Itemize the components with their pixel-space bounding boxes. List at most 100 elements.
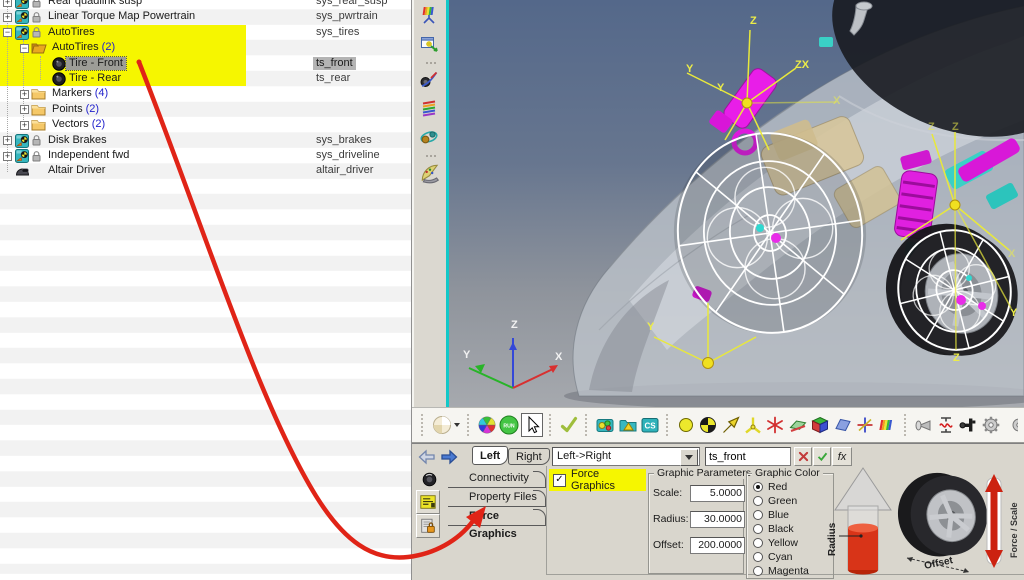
param-input-offset[interactable]: 200.0000 xyxy=(690,537,745,554)
color-option-cyan[interactable]: Cyan xyxy=(753,550,793,564)
expand-icon[interactable]: + xyxy=(3,11,12,22)
gear-icon[interactable] xyxy=(980,413,1000,437)
entity-name-input[interactable] xyxy=(705,447,791,466)
next-entity-button[interactable] xyxy=(439,447,459,467)
tree-item-label[interactable]: AutoTires xyxy=(48,25,95,38)
axis-cross-icon[interactable] xyxy=(855,413,875,437)
variable-name[interactable]: ts_front xyxy=(313,56,356,70)
radio-button[interactable] xyxy=(753,524,763,534)
triad-marker-icon[interactable] xyxy=(743,413,763,437)
spring-damper-icon[interactable] xyxy=(936,413,956,437)
tree-item-label[interactable]: Rear quadlink susp xyxy=(48,0,143,7)
radio-button[interactable] xyxy=(753,566,763,576)
rgb-cube-icon[interactable] xyxy=(810,413,830,437)
tree-row-linear-torque-map-powertrain[interactable]: + Linear Torque Map Powertrain sys_pwrtrai… xyxy=(0,9,411,25)
panel-tab-force-graphics[interactable]: Force Graphics xyxy=(448,507,546,540)
contour-flag-icon[interactable] xyxy=(877,413,897,437)
trace-spheres-icon[interactable] xyxy=(419,127,443,151)
tire-plot-icon[interactable] xyxy=(419,69,443,93)
mass-ball-icon[interactable] xyxy=(698,413,718,437)
expand-icon[interactable]: + xyxy=(3,0,12,7)
panel-tab-connectivity[interactable]: Connectivity xyxy=(448,469,546,488)
model-browser-tree[interactable]: + Rear quadlink susp sys_rear_susp + Linear … xyxy=(0,0,412,580)
expand-icon[interactable]: + xyxy=(20,88,29,99)
color-option-magenta[interactable]: Magenta xyxy=(753,564,809,578)
expand-icon[interactable]: + xyxy=(3,135,12,146)
color-option-red[interactable]: Red xyxy=(753,480,787,494)
cs-badge-icon[interactable]: CS xyxy=(640,413,660,437)
side-toggle-right[interactable]: Right xyxy=(508,448,550,465)
window-capture-icon[interactable] xyxy=(419,34,443,58)
variable-name[interactable]: altair_driver xyxy=(316,164,374,177)
collapse-icon[interactable]: − xyxy=(3,27,12,38)
3d-viewport[interactable]: Z Y Y ZX X Z Z X Y Z Y Z Y X xyxy=(449,0,1024,407)
tree-item-label[interactable]: Points (2) xyxy=(52,102,100,115)
tree-item-label[interactable]: Tire - Front xyxy=(65,55,127,71)
tree-row-vectors[interactable]: + Vectors (2) xyxy=(0,117,411,132)
prev-entity-button[interactable] xyxy=(417,447,437,467)
color-option-black[interactable]: Black xyxy=(753,522,794,536)
point-circle-icon[interactable] xyxy=(676,413,696,437)
expression-builder-button[interactable]: fx xyxy=(832,447,852,466)
property-file-icon[interactable] xyxy=(416,490,440,514)
color-wheel-icon[interactable] xyxy=(476,413,496,437)
folder-warning-icon[interactable] xyxy=(617,413,637,437)
variable-name[interactable]: sys_pwrtrain xyxy=(316,10,378,23)
radio-button[interactable] xyxy=(753,538,763,548)
gear-partial-icon[interactable] xyxy=(1003,413,1023,437)
surface-plane-icon[interactable] xyxy=(832,413,852,437)
tree-row-autotires[interactable]: − AutoTires (2) xyxy=(0,40,411,55)
tree-item-label[interactable]: Tire - Rear xyxy=(69,72,122,84)
variable-name[interactable]: sys_tires xyxy=(316,25,360,38)
param-input-scale[interactable]: 5.0000 xyxy=(690,485,745,502)
tree-item-label[interactable]: Disk Brakes xyxy=(48,133,107,146)
joint-coupler-icon[interactable] xyxy=(958,413,978,437)
tree-item-label[interactable]: Linear Torque Map Powertrain xyxy=(48,10,196,23)
tree-row-rear-quadlink-susp[interactable]: + Rear quadlink susp sys_rear_susp xyxy=(0,0,411,9)
view-sphere-dropdown-icon[interactable] xyxy=(431,413,461,437)
radio-button[interactable] xyxy=(753,482,763,492)
tree-row-autotires[interactable]: − AutoTires sys_tires xyxy=(0,25,411,40)
variable-name[interactable]: sys_brakes xyxy=(316,133,372,146)
vector-arrow-icon[interactable] xyxy=(721,413,741,437)
tree-item-label[interactable]: Markers (4) xyxy=(52,87,109,100)
import-spheres-icon[interactable] xyxy=(595,413,615,437)
tree-row-disk-brakes[interactable]: + Disk Brakes sys_brakes xyxy=(0,133,411,148)
radio-button[interactable] xyxy=(753,496,763,506)
symmetry-mode-dropdown[interactable]: Left->Right xyxy=(552,447,700,466)
tree-row-independent-fwd[interactable]: + Independent fwd sys_driveline xyxy=(0,148,411,163)
sector-slice-icon[interactable] xyxy=(419,162,443,186)
run-button-icon[interactable]: RUN xyxy=(499,413,519,437)
checkbox[interactable]: ✓ xyxy=(553,473,566,487)
locked-file-icon[interactable] xyxy=(416,514,440,538)
bushing-icon[interactable] xyxy=(913,413,933,437)
rainbow-spring-icon[interactable] xyxy=(419,98,443,122)
radio-button[interactable] xyxy=(753,510,763,520)
tree-row-altair-driver[interactable]: Altair Driver altair_driver xyxy=(0,163,411,178)
tree-item-label[interactable]: Vectors (2) xyxy=(52,118,106,131)
expand-icon[interactable]: + xyxy=(20,119,29,130)
color-option-yellow[interactable]: Yellow xyxy=(753,536,798,550)
expand-icon[interactable]: + xyxy=(20,104,29,115)
tree-item-label[interactable]: Independent fwd xyxy=(48,149,130,161)
side-toggle-left[interactable]: Left xyxy=(472,446,509,465)
color-option-blue[interactable]: Blue xyxy=(753,508,789,522)
tree-item-label[interactable]: AutoTires (2) xyxy=(52,41,116,54)
force-graphics-checkbox-row[interactable]: ✓ Force Graphics xyxy=(549,468,646,492)
tree-row-points[interactable]: + Points (2) xyxy=(0,102,411,117)
apply-button[interactable] xyxy=(813,447,831,466)
variable-name[interactable]: sys_driveline xyxy=(316,149,380,161)
variable-name[interactable]: sys_rear_susp xyxy=(316,0,388,7)
radio-button[interactable] xyxy=(753,552,763,562)
point-asterisk-icon[interactable] xyxy=(765,413,785,437)
contour-stand-icon[interactable] xyxy=(419,5,443,29)
variable-name[interactable]: ts_rear xyxy=(316,72,351,84)
panel-tab-property-files[interactable]: Property Files xyxy=(448,488,546,507)
color-option-green[interactable]: Green xyxy=(753,494,797,508)
tree-row-tire-front[interactable]: Tire - Front ts_front xyxy=(0,55,411,71)
collapse-icon[interactable]: − xyxy=(20,42,29,53)
tree-row-markers[interactable]: + Markers (4) xyxy=(0,86,411,101)
select-cursor-icon[interactable] xyxy=(521,413,544,437)
tree-item-label[interactable]: Altair Driver xyxy=(48,164,106,177)
param-input-radius[interactable]: 30.0000 xyxy=(690,511,745,528)
